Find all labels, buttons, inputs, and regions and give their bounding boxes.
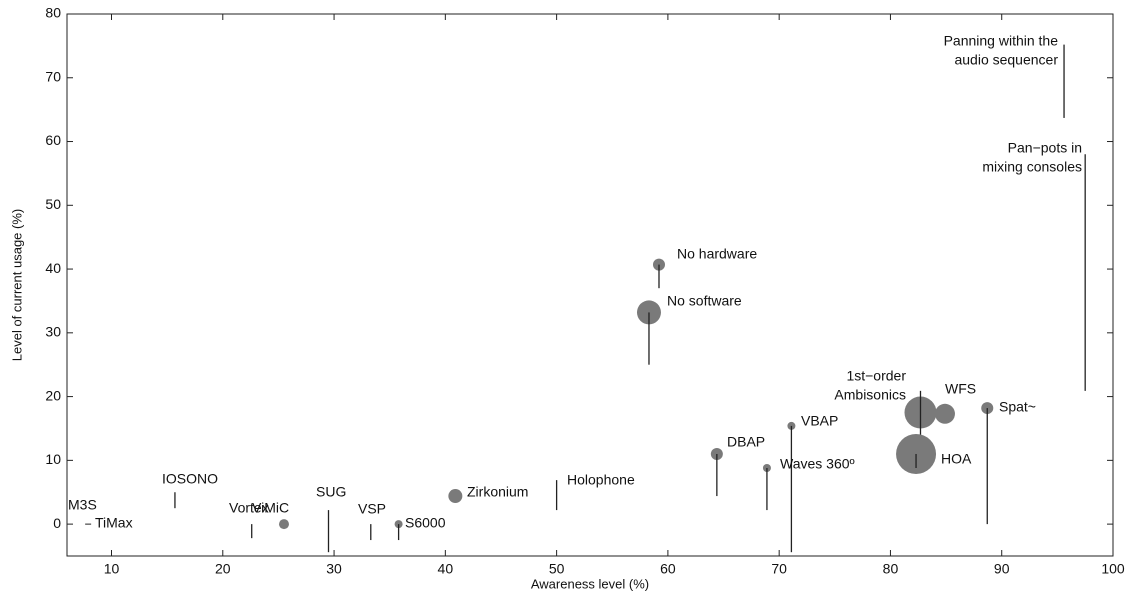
y-axis-label: Level of current usage (%): [9, 209, 24, 361]
y-tick-label: 80: [45, 5, 61, 21]
point-label: WFS: [945, 381, 976, 397]
point-label: ViMiC: [252, 500, 289, 516]
point-label: mixing consoles: [982, 159, 1082, 175]
point-label: 1st−order: [846, 368, 906, 384]
y-tick-label: 0: [53, 515, 61, 531]
y-tick-label: 60: [45, 132, 61, 148]
x-tick-label: 100: [1101, 561, 1125, 577]
point-label: IOSONO: [162, 471, 218, 487]
point-label: Spat~: [999, 399, 1036, 415]
y-tick-label: 50: [45, 196, 61, 212]
point-label: S6000: [405, 515, 446, 531]
point-label: Waves 360º: [780, 456, 855, 472]
bubble: [934, 403, 955, 424]
point-label: HOA: [941, 451, 972, 467]
x-axis-label: Awareness level (%): [531, 576, 649, 591]
x-tick-label: 30: [326, 561, 342, 577]
y-tick-label: 70: [45, 68, 61, 84]
point-label: DBAP: [727, 434, 765, 450]
point-label: VBAP: [801, 413, 838, 429]
point-label: Ambisonics: [834, 387, 906, 403]
y-tick-label: 20: [45, 387, 61, 403]
x-tick-label: 60: [660, 561, 676, 577]
x-tick-label: 40: [438, 561, 454, 577]
x-tick-label: 80: [883, 561, 899, 577]
point-label: No software: [667, 293, 742, 309]
point-label: Holophone: [567, 472, 635, 488]
x-tick-label: 50: [549, 561, 565, 577]
point-label: No hardware: [677, 246, 757, 262]
point-label: TiMax: [95, 515, 133, 531]
point-label: Pan−pots in: [1008, 140, 1082, 156]
y-tick-label: 10: [45, 451, 61, 467]
x-tick-label: 90: [994, 561, 1010, 577]
point-label: Zirkonium: [467, 484, 528, 500]
y-tick-label: 40: [45, 260, 61, 276]
x-tick-label: 10: [104, 561, 120, 577]
bubble: [448, 489, 463, 504]
point-label: SUG: [316, 484, 346, 500]
point-label: Vortex: [229, 500, 269, 516]
point-label: Panning within the: [944, 33, 1059, 49]
x-tick-label: 70: [771, 561, 787, 577]
y-tick-label: 30: [45, 324, 61, 340]
point-label: M3S: [68, 497, 97, 513]
point-label: audio sequencer: [954, 52, 1058, 68]
plot-frame: [66, 13, 1114, 557]
bubble: [278, 519, 289, 530]
x-tick-label: 20: [215, 561, 231, 577]
point-label: VSP: [358, 501, 386, 517]
